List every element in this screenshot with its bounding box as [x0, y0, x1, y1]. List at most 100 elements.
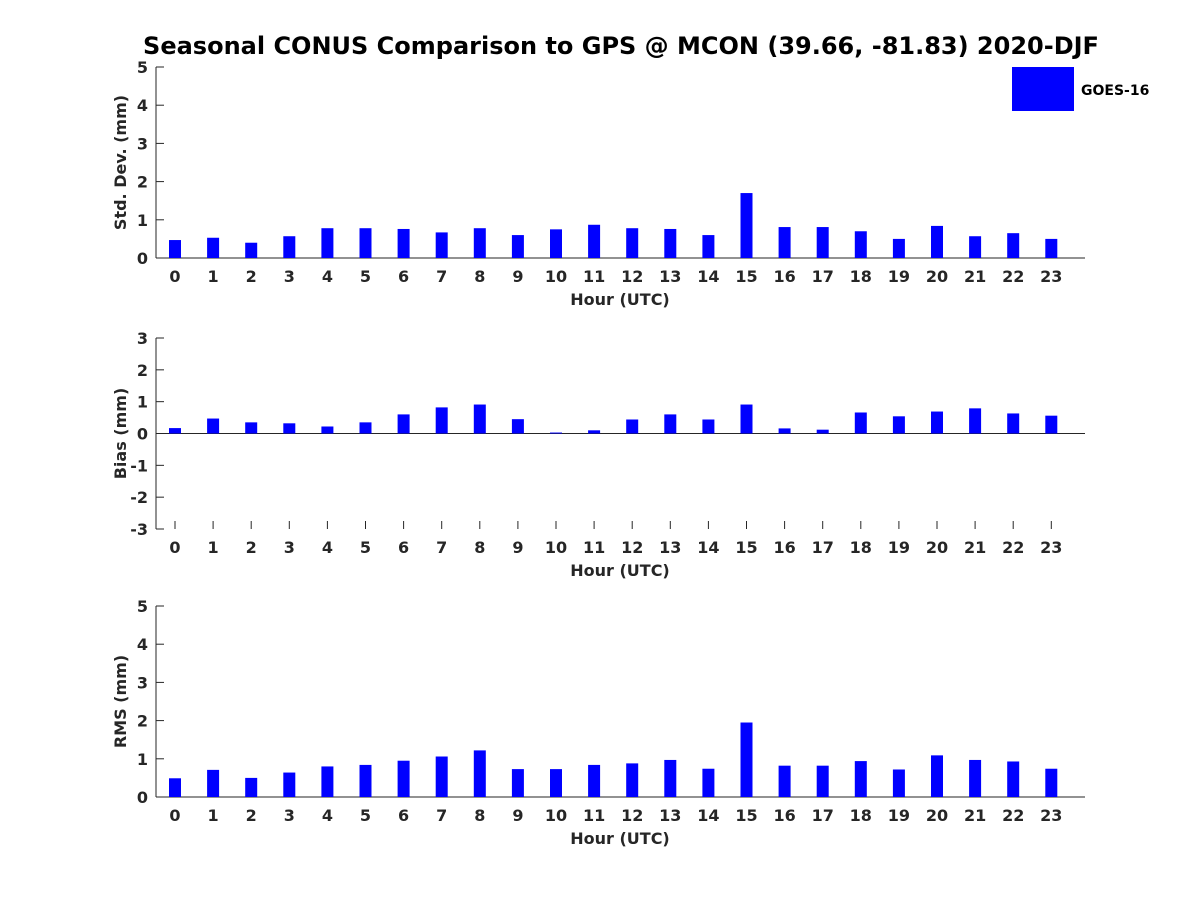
stddev-bar: [778, 227, 791, 258]
rms-bar: [359, 764, 372, 797]
x-tick-label: 17: [812, 538, 834, 557]
x-tick-label: 23: [1040, 806, 1062, 825]
y-tick-label: 2: [137, 712, 148, 731]
y-tick-label: 3: [137, 329, 148, 348]
x-tick-label: 23: [1040, 267, 1062, 286]
stddev-bar: [664, 228, 677, 258]
x-tick-label: 12: [621, 538, 643, 557]
stddev-bar: [207, 237, 220, 258]
x-tick-label: 9: [512, 538, 523, 557]
x-tick-label: 3: [284, 267, 295, 286]
y-tick-label: -2: [130, 488, 148, 507]
bias-bar: [245, 422, 258, 434]
rms-bar: [1045, 768, 1058, 797]
y-axis-label: Bias (mm): [111, 388, 130, 480]
rms-bar: [397, 760, 410, 797]
rms-bar: [283, 772, 296, 797]
x-tick-label: 6: [398, 538, 409, 557]
legend: GOES-16: [1012, 67, 1149, 111]
x-tick-label: 12: [621, 267, 643, 286]
x-tick-label: 2: [246, 806, 257, 825]
rms-bar: [778, 765, 791, 797]
bias-bar: [550, 432, 562, 434]
x-tick-label: 13: [659, 806, 681, 825]
x-tick-label: 10: [545, 538, 567, 557]
x-tick-label: 3: [284, 538, 295, 557]
x-tick-label: 18: [850, 267, 872, 286]
x-tick-label: 18: [850, 538, 872, 557]
bias-bar: [588, 430, 601, 434]
stddev-bar: [321, 228, 334, 258]
rms-bar: [892, 769, 905, 797]
stddev-bar: [169, 240, 181, 258]
stddev-bar: [435, 232, 448, 258]
y-tick-label: 4: [137, 635, 148, 654]
stddev-bar: [816, 227, 829, 258]
rms-bar: [854, 761, 867, 797]
x-tick-label: 21: [964, 538, 986, 557]
bias-bar: [169, 428, 181, 434]
x-tick-label: 17: [812, 267, 834, 286]
x-tick-label: 22: [1002, 538, 1024, 557]
x-tick-label: 3: [284, 806, 295, 825]
bias-bar: [816, 429, 829, 434]
y-tick-label: 4: [137, 96, 148, 115]
x-tick-label: 8: [474, 538, 485, 557]
x-tick-label: 1: [208, 267, 219, 286]
stddev-bar: [473, 228, 486, 258]
x-tick-label: 14: [697, 806, 719, 825]
y-tick-label: 0: [137, 425, 148, 444]
x-tick-label: 10: [545, 806, 567, 825]
bias-bar: [778, 428, 791, 434]
x-tick-label: 16: [773, 538, 795, 557]
x-tick-label: 5: [360, 267, 371, 286]
bias-bar: [283, 423, 296, 434]
x-tick-label: 19: [888, 267, 910, 286]
bias-bar: [969, 408, 982, 434]
x-tick-label: 0: [169, 806, 180, 825]
bias-bar: [473, 404, 486, 434]
y-tick-label: 3: [137, 134, 148, 153]
rms-bar: [511, 769, 524, 797]
x-tick-label: 1: [208, 806, 219, 825]
bias-bar: [1007, 413, 1020, 434]
y-tick-label: -3: [130, 520, 148, 539]
bias-bar: [397, 414, 410, 434]
rms-bar: [1007, 761, 1020, 797]
x-tick-label: 20: [926, 267, 948, 286]
legend-label: GOES-16: [1081, 83, 1149, 99]
bias-bar: [931, 411, 943, 434]
stddev-bar: [931, 225, 943, 258]
bias-bar: [702, 419, 715, 434]
y-tick-label: 1: [137, 750, 148, 769]
y-tick-label: 0: [137, 788, 148, 807]
x-tick-label: 7: [436, 538, 447, 557]
bias-bar: [207, 418, 220, 434]
x-tick-label: 22: [1002, 267, 1024, 286]
bias-bar: [511, 419, 524, 434]
stddev-bar: [969, 236, 982, 258]
stddev-bar: [854, 231, 867, 258]
x-tick-label: 11: [583, 267, 605, 286]
x-tick-label: 15: [735, 806, 757, 825]
x-tick-label: 14: [697, 538, 719, 557]
rms-bar: [969, 759, 982, 797]
stddev-bar: [245, 242, 258, 258]
rms-bar: [245, 777, 258, 797]
x-axis-label: Hour (UTC): [570, 829, 670, 848]
bias-bar: [740, 404, 753, 434]
rms-bar: [321, 766, 334, 797]
y-tick-label: -1: [130, 456, 148, 475]
x-tick-label: 22: [1002, 806, 1024, 825]
x-tick-label: 20: [926, 806, 948, 825]
x-tick-label: 17: [812, 806, 834, 825]
rms-bar: [816, 765, 829, 797]
x-tick-label: 10: [545, 267, 567, 286]
bias-bar: [664, 414, 677, 434]
rms-bar: [473, 750, 486, 797]
x-tick-label: 16: [773, 806, 795, 825]
stddev-bar: [1007, 233, 1020, 258]
